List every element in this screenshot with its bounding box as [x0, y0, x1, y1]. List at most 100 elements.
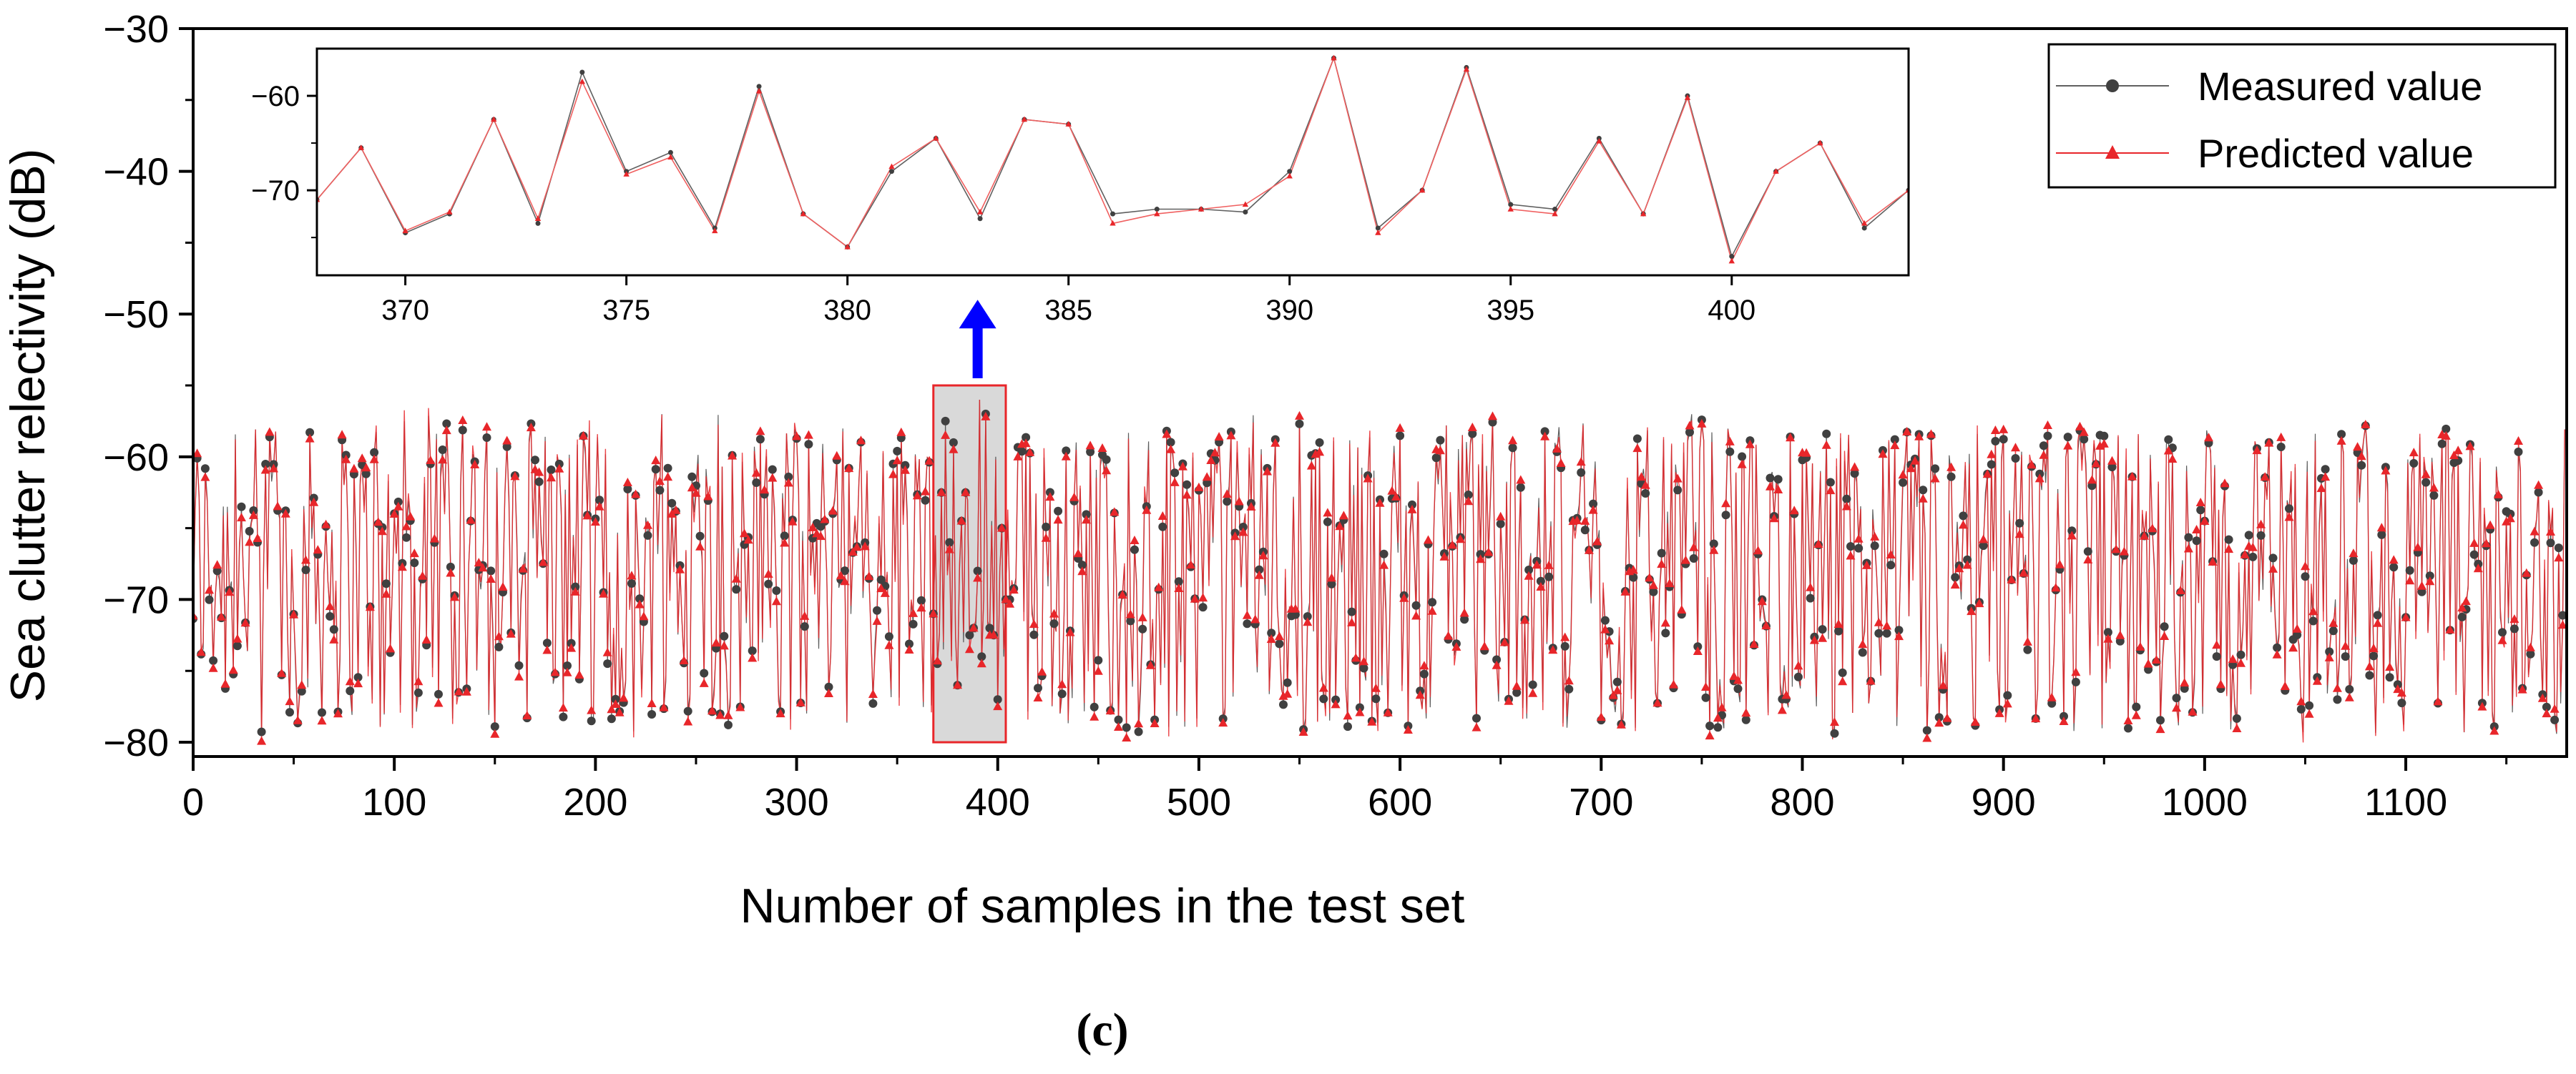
predicted-point [1926, 429, 1936, 438]
predicted-point [1085, 440, 1095, 450]
inset-predicted-point [1021, 116, 1028, 122]
predicted-markers [193, 410, 2567, 745]
predicted-point [1065, 627, 1075, 636]
predicted-point [418, 571, 428, 580]
predicted-point [828, 506, 838, 515]
inset-predicted-point [1286, 172, 1293, 179]
measured-point [1464, 491, 1473, 499]
x-tick-label: 800 [1770, 781, 1834, 824]
predicted-point [1499, 637, 1509, 646]
measured-point [1275, 639, 1284, 649]
measured-point [1323, 517, 1332, 526]
predicted-point [941, 430, 951, 439]
x-tick-label: 100 [362, 781, 426, 824]
predicted-point [466, 515, 476, 524]
predicted-point [361, 463, 371, 472]
predicted-point [345, 676, 355, 686]
measured-point [752, 478, 761, 487]
predicted-point [486, 574, 496, 583]
measured-point [361, 469, 371, 478]
inset-measured-point [1375, 225, 1381, 231]
predicted-point [1693, 646, 1703, 655]
predicted-point [2268, 563, 2278, 573]
predicted-point [429, 533, 439, 543]
predicted-point [1355, 707, 1365, 716]
predicted-point [780, 538, 790, 547]
inset-measured-point [1110, 211, 1115, 217]
inset-predicted-point [1861, 220, 1868, 226]
predicted-point [1105, 706, 1115, 715]
measured-point [2015, 518, 2024, 528]
predicted-point [1198, 593, 1208, 602]
predicted-point [614, 707, 625, 716]
predicted-point [1516, 475, 1526, 484]
predicted-point [265, 427, 275, 436]
predicted-point [2546, 527, 2555, 536]
predicted-point [1813, 539, 1823, 548]
predicted-point [570, 586, 580, 596]
predicted-point [1536, 582, 1546, 591]
predicted-point [2373, 618, 2383, 627]
predicted-point [1202, 472, 1212, 481]
predicted-point [2522, 568, 2532, 577]
predicted-point [1371, 683, 1381, 692]
predicted-point [976, 659, 986, 668]
measured-point [1850, 469, 1859, 478]
inset-predicted-point [888, 163, 895, 169]
predicted-point [1753, 546, 1763, 555]
predicted-point [1757, 596, 1767, 606]
predicted-point [993, 701, 1003, 711]
measured-point [2457, 612, 2467, 621]
inset-x-tick-label: 400 [1708, 295, 1755, 326]
predicted-point [1439, 551, 1449, 561]
predicted-point [2381, 465, 2391, 475]
predicted-point [1001, 594, 1011, 603]
measured-point [1733, 684, 1743, 694]
predicted-point [1999, 424, 2009, 433]
predicted-point [1934, 718, 1944, 727]
predicted-point [2530, 526, 2540, 536]
predicted-point [2087, 475, 2097, 484]
predicted-point [1818, 633, 1828, 642]
predicted-point [981, 411, 991, 420]
predicted-point [1552, 443, 1562, 453]
measured-point [905, 639, 914, 649]
predicted-point [1874, 617, 1884, 626]
predicted-point [2220, 478, 2230, 488]
predicted-point [2421, 469, 2431, 478]
predicted-point [1082, 515, 1091, 524]
predicted-point [909, 608, 919, 617]
predicted-point [1987, 449, 1997, 458]
predicted-point [494, 631, 504, 641]
predicted-point [888, 469, 898, 478]
predicted-point [695, 541, 705, 551]
predicted-point [1826, 486, 1836, 495]
measured-point [438, 445, 447, 454]
predicted-point [1967, 606, 1977, 616]
measured-point [1963, 555, 1972, 564]
inset-measured-point [1729, 254, 1735, 260]
inset-measured-point [1287, 169, 1293, 174]
predicted-point [212, 560, 222, 569]
measured-point [1436, 435, 1445, 445]
predicted-point [973, 573, 983, 582]
predicted-point [526, 423, 536, 432]
predicted-point [389, 509, 399, 518]
measured-point [1854, 543, 1864, 553]
predicted-point [1979, 534, 1989, 543]
predicted-point [458, 415, 468, 424]
measured-point [1034, 684, 1042, 693]
predicted-point [470, 460, 480, 468]
measured-point [1806, 593, 1815, 603]
measured-point [1657, 548, 1666, 558]
predicted-point [538, 557, 548, 566]
predicted-point [369, 454, 379, 463]
predicted-point [1544, 560, 1554, 569]
predicted-point [2047, 692, 2057, 701]
measured-point [2349, 556, 2358, 565]
measured-point [868, 699, 878, 708]
predicted-point [1628, 565, 1638, 574]
predicted-point [1157, 511, 1167, 520]
predicted-point [1878, 449, 1888, 458]
